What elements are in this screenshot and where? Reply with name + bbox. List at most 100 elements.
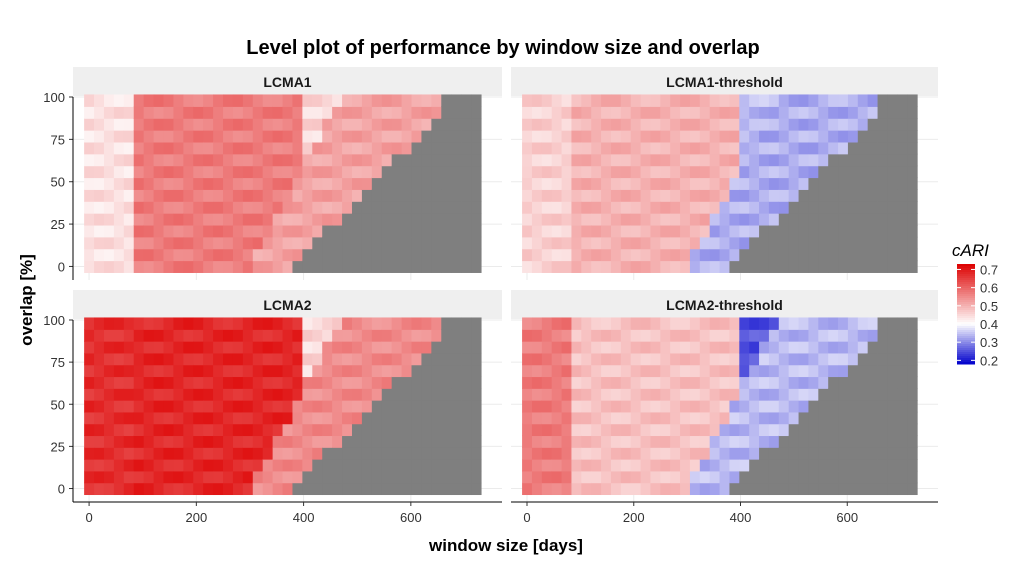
heatmap-cell [847, 459, 859, 472]
heatmap-cell [867, 260, 879, 273]
heatmap-cell [857, 236, 869, 250]
heatmap-cell [630, 177, 642, 190]
heatmap-cell [541, 388, 553, 401]
heatmap-cell [729, 376, 740, 389]
heatmap-cell [431, 189, 442, 202]
heatmap-cell [381, 329, 393, 342]
heatmap-cell [828, 447, 839, 460]
heatmap-cell [847, 435, 859, 448]
heatmap-cell [163, 177, 175, 190]
heatmap-cell [650, 364, 661, 378]
heatmap-cell [561, 213, 573, 226]
heatmap-cell [163, 213, 175, 226]
heatmap-cell [232, 153, 244, 167]
heatmap-cell [282, 177, 294, 190]
heatmap-cell [441, 411, 452, 425]
heatmap-cell [361, 459, 373, 472]
heatmap-cell [857, 201, 869, 214]
heatmap-cell [601, 189, 612, 202]
heatmap-cell [262, 364, 274, 378]
heatmap-cell [689, 400, 701, 413]
y-tick-label: 0 [58, 482, 65, 497]
heatmap-cell [798, 470, 810, 484]
heatmap-cell [332, 106, 343, 119]
heatmap-cell [451, 141, 462, 155]
heatmap-cell [153, 423, 165, 437]
heatmap-cell [421, 130, 432, 143]
heatmap-cell [818, 482, 829, 496]
heatmap-cell [292, 352, 303, 366]
heatmap-cell [660, 236, 671, 250]
heatmap-cell [759, 470, 770, 484]
heatmap-cell [312, 447, 323, 460]
heatmap-cell [292, 260, 303, 273]
heatmap-cell [857, 388, 869, 401]
heatmap-cell [818, 388, 829, 401]
heatmap-cell [391, 153, 403, 167]
heatmap-cell [729, 130, 740, 143]
heatmap-cell [272, 400, 284, 413]
heatmap-cell [94, 423, 105, 437]
heatmap-cell [292, 470, 303, 484]
heatmap-cell [867, 94, 879, 107]
heatmap-cell [223, 364, 234, 378]
heatmap-cell [522, 482, 533, 496]
heatmap-cell [551, 400, 563, 413]
heatmap-cell [103, 376, 115, 389]
heatmap-cell [252, 201, 264, 214]
heatmap-cell [660, 106, 671, 119]
heatmap-cell [242, 189, 254, 202]
heatmap-cell [292, 435, 303, 448]
heatmap-cell [411, 329, 423, 342]
heatmap-cell [798, 106, 810, 119]
heatmap-cell [749, 317, 760, 330]
heatmap-cell [828, 248, 839, 262]
heatmap-cell [173, 165, 184, 179]
heatmap-cell [630, 130, 642, 143]
heatmap-cell [749, 260, 760, 273]
heatmap-cell [322, 236, 333, 250]
heatmap-cell [729, 459, 740, 472]
heatmap-cell [153, 165, 165, 179]
heatmap-cell [351, 423, 363, 437]
heatmap-cell [401, 352, 413, 366]
heatmap-cell [897, 224, 908, 238]
heatmap-cell [620, 177, 632, 190]
heatmap-cell [818, 376, 829, 389]
heatmap-cell [451, 106, 462, 119]
heatmap-cell [103, 213, 115, 226]
heatmap-cell [312, 213, 323, 226]
heatmap-cell [788, 260, 800, 273]
heatmap-cell [907, 435, 918, 448]
heatmap-cell [610, 118, 622, 131]
heatmap-cell [361, 447, 373, 460]
heatmap-cell [133, 130, 145, 143]
heatmap-cell [699, 411, 711, 425]
heatmap-cell [351, 470, 363, 484]
heatmap-cell [581, 248, 592, 262]
heatmap-cell [242, 141, 254, 155]
heatmap-cell [749, 400, 760, 413]
heatmap-cell [808, 201, 819, 214]
heatmap-cell [371, 213, 383, 226]
heatmap-cell [551, 94, 563, 107]
heatmap-cell [897, 400, 908, 413]
heatmap-cell [640, 106, 652, 119]
heatmap-cell [857, 447, 869, 460]
heatmap-cell [84, 411, 95, 425]
heatmap-cell [689, 388, 701, 401]
heatmap-cell [421, 341, 432, 354]
heatmap-cell [640, 470, 652, 484]
heatmap-cell [768, 94, 780, 107]
heatmap-cell [213, 130, 224, 143]
heatmap-cell [709, 260, 721, 273]
heatmap-cell [381, 213, 393, 226]
heatmap-cell [351, 94, 363, 107]
heatmap-cell [640, 435, 652, 448]
heatmap-cell [719, 236, 731, 250]
heatmap-cell [867, 435, 879, 448]
heatmap-cell [897, 165, 908, 179]
heatmap-cell [531, 352, 543, 366]
heatmap-cell [798, 411, 810, 425]
heatmap-cell [471, 165, 482, 179]
